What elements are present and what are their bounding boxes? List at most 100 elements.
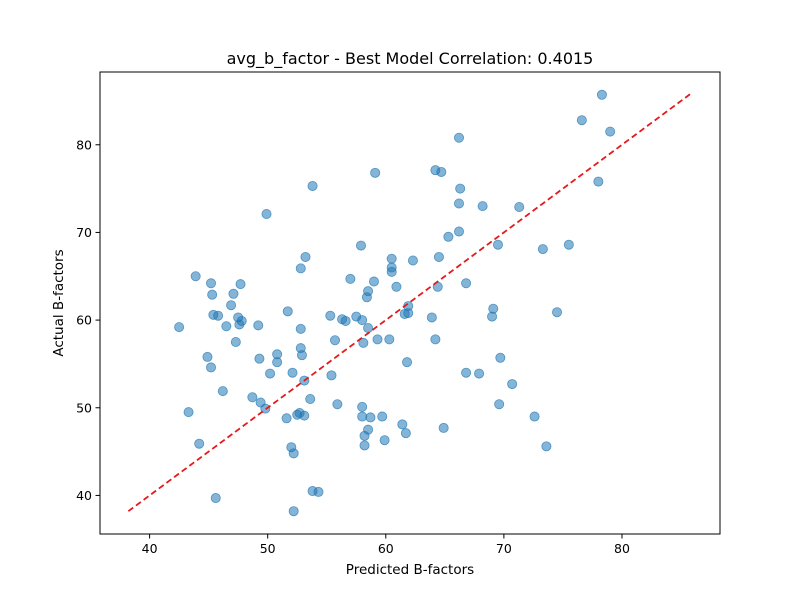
data-point-96 — [455, 183, 466, 194]
data-point-72 — [379, 435, 390, 446]
data-point-37 — [295, 263, 306, 274]
data-point-29 — [281, 413, 292, 424]
data-point-93 — [454, 132, 465, 143]
data-point-97 — [461, 278, 472, 289]
data-point-113 — [576, 115, 587, 126]
data-point-67 — [365, 412, 376, 423]
data-point-7 — [207, 289, 218, 300]
data-point-45 — [307, 180, 318, 191]
data-point-47 — [313, 486, 324, 497]
data-point-57 — [357, 315, 368, 326]
data-point-60 — [358, 337, 369, 348]
data-point-112 — [563, 239, 574, 250]
data-point-14 — [228, 288, 239, 299]
data-point-84 — [407, 255, 418, 266]
data-point-11 — [217, 386, 228, 397]
y-tick-label-80: 80 — [76, 137, 92, 152]
data-point-21 — [253, 320, 264, 331]
x-tick-label-60: 60 — [378, 541, 394, 556]
data-point-34 — [288, 506, 299, 517]
data-point-4 — [202, 351, 213, 362]
data-point-22 — [254, 353, 265, 364]
x-tick-label-50: 50 — [260, 541, 276, 556]
data-point-116 — [605, 126, 616, 137]
data-point-92 — [443, 231, 454, 242]
data-point-3 — [194, 438, 205, 449]
x-tick-label-80: 80 — [614, 541, 630, 556]
data-point-33 — [288, 448, 299, 459]
data-point-104 — [494, 399, 505, 410]
data-point-6 — [206, 278, 217, 289]
data-point-32 — [287, 367, 298, 378]
data-point-80 — [400, 428, 411, 439]
data-point-18 — [235, 279, 246, 290]
data-point-13 — [226, 300, 237, 311]
data-point-75 — [386, 262, 397, 273]
plot-frame — [99, 71, 721, 535]
y-ticks: 40 50 60 70 80 — [76, 137, 100, 503]
y-tick-label-70: 70 — [76, 225, 92, 240]
data-point-26 — [265, 368, 276, 379]
y-tick-label-60: 60 — [76, 313, 92, 328]
data-point-9 — [210, 493, 221, 504]
data-point-0 — [174, 322, 185, 333]
data-point-71 — [377, 411, 388, 422]
data-point-115 — [596, 89, 607, 100]
data-point-87 — [430, 334, 441, 345]
x-ticks: 40 50 60 70 80 — [142, 534, 630, 556]
y-tick-label-50: 50 — [76, 400, 92, 415]
data-point-54 — [345, 273, 356, 284]
data-point-51 — [332, 399, 343, 410]
x-axis-label: Predicted B-factors — [346, 562, 474, 578]
data-point-114 — [593, 176, 604, 187]
data-point-12 — [221, 321, 232, 332]
data-point-81 — [402, 357, 413, 368]
data-point-1 — [183, 407, 194, 418]
data-point-77 — [391, 281, 402, 292]
data-point-10 — [213, 310, 224, 321]
data-point-105 — [495, 352, 506, 363]
data-point-100 — [477, 201, 488, 212]
data-point-76 — [386, 253, 397, 264]
data-point-2 — [190, 271, 201, 282]
data-point-94 — [454, 198, 465, 209]
data-point-69 — [370, 167, 381, 178]
y-axis-label: Actual B-factors — [51, 249, 67, 356]
data-point-20 — [247, 392, 258, 403]
data-point-49 — [326, 370, 337, 381]
data-point-73 — [384, 334, 395, 345]
data-point-68 — [368, 276, 379, 287]
data-point-19 — [236, 315, 247, 326]
data-point-111 — [552, 307, 563, 318]
chart-title: avg_b_factor - Best Model Correlation: 0… — [227, 49, 594, 69]
data-point-56 — [355, 240, 366, 251]
x-tick-label-70: 70 — [496, 541, 512, 556]
data-point-42 — [299, 410, 310, 421]
data-point-110 — [541, 441, 552, 452]
reference-line-layer — [127, 93, 692, 512]
data-point-43 — [300, 251, 311, 262]
data-point-38 — [295, 323, 306, 334]
data-point-40 — [296, 350, 307, 361]
data-point-30 — [282, 306, 293, 317]
reference-line — [127, 93, 692, 512]
data-point-15 — [230, 337, 241, 348]
data-point-98 — [461, 367, 472, 378]
data-point-70 — [372, 334, 383, 345]
points-layer — [174, 89, 616, 517]
data-point-44 — [305, 393, 316, 404]
data-point-58 — [357, 401, 368, 412]
data-point-25 — [261, 209, 272, 220]
data-point-78 — [397, 419, 408, 430]
data-point-28 — [272, 357, 283, 368]
data-point-102 — [488, 303, 499, 314]
data-point-109 — [537, 244, 548, 255]
data-point-50 — [330, 335, 341, 346]
data-point-89 — [433, 251, 444, 262]
data-point-64 — [363, 286, 374, 297]
data-point-85 — [426, 312, 437, 323]
data-point-95 — [454, 226, 465, 237]
data-point-91 — [438, 422, 449, 433]
y-tick-label-40: 40 — [76, 488, 92, 503]
